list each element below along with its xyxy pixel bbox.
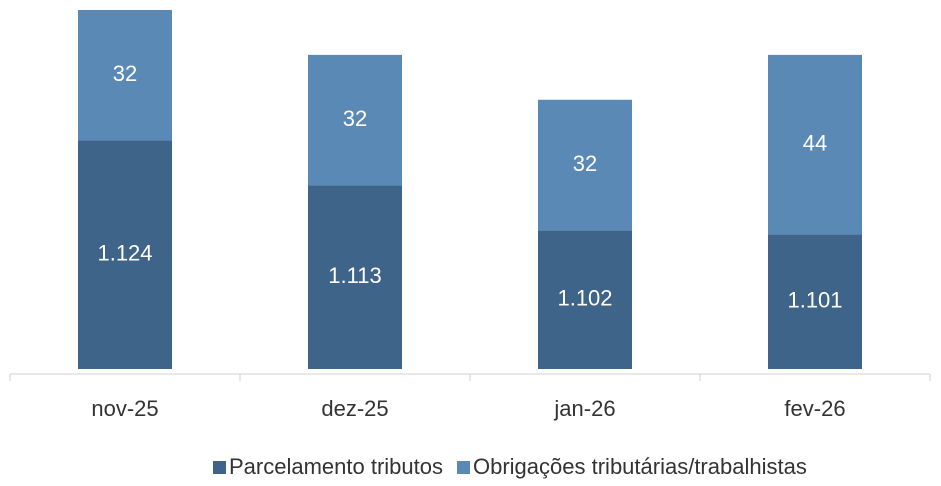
data-label: 32 [113,61,137,86]
legend-label: Parcelamento tributos [229,454,443,479]
bar-segment [78,140,172,369]
data-label: 32 [343,106,367,131]
data-label: 1.113 [328,263,381,288]
data-label: 1.124 [97,241,152,266]
bar-segment [538,99,632,231]
bar-segment [308,54,402,186]
legend-swatch [457,461,470,474]
bar-segment [768,54,862,235]
bar-segment [538,230,632,369]
data-label: 44 [803,130,827,155]
data-label: 1.101 [787,288,842,313]
data-label: 32 [573,151,597,176]
bar-segment [78,10,172,141]
legend-label: Obrigações tributárias/trabalhistas [473,454,807,479]
x-tick-label: dez-25 [321,396,388,421]
x-tick-label: jan-26 [553,396,615,421]
data-label: 1.102 [557,285,612,310]
bar-segment [308,185,402,369]
x-tick-label: fev-26 [784,396,845,421]
x-tick-label: nov-25 [91,396,158,421]
legend-swatch [213,461,226,474]
bar-segment [768,234,862,369]
